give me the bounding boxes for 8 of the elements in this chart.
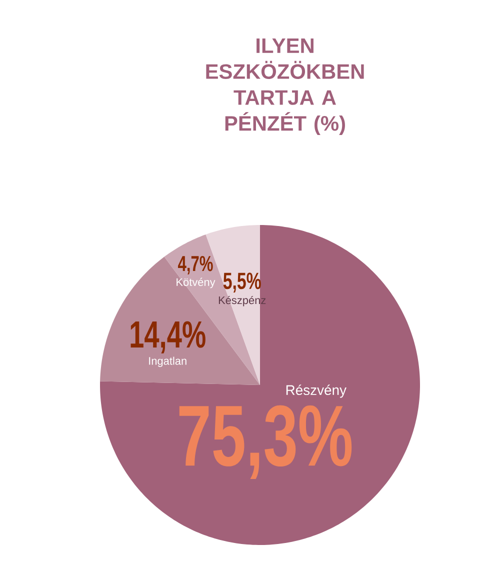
slice-label: Részvény bbox=[286, 384, 346, 398]
data-label: 4,7% bbox=[178, 256, 213, 274]
data-label: 5,5% bbox=[223, 272, 261, 293]
slice-label: Kötvény bbox=[176, 278, 216, 288]
slice-label: Ingatlan bbox=[149, 356, 186, 367]
data-label: 75,3% bbox=[179, 405, 352, 479]
chart-title: ILYEN ESZKÖZÖKBEN TARTJA A PÉNZÉT (%) bbox=[206, 38, 364, 135]
data-label: 14,4% bbox=[130, 321, 206, 354]
